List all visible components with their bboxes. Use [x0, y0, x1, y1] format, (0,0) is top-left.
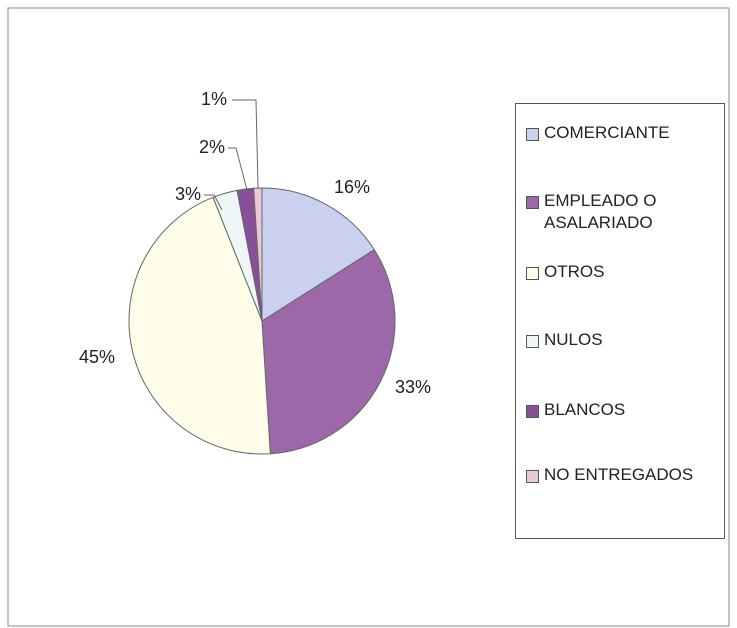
legend-label: EMPLEADO O ASALARIADO [544, 191, 657, 232]
frame [7, 7, 730, 627]
data-label: 3% [175, 184, 201, 204]
leader-line [228, 147, 248, 191]
pie-slice [261, 249, 396, 455]
legend: COMERCIANTE EMPLEADO O ASALARIADO OTROS NUL… [515, 103, 725, 539]
legend-label: NO ENTREGADOS [544, 465, 694, 484]
pie-slice [261, 187, 375, 322]
data-label: 45% [79, 347, 115, 367]
data-label: 1% [201, 89, 227, 109]
pie-slice [128, 196, 271, 455]
legend-swatch [526, 128, 539, 141]
legend-label: COMERCIANTE [544, 123, 670, 142]
legend-item: OTROS [526, 261, 721, 283]
legend-label: NULOS [544, 330, 603, 349]
legend-swatch [526, 335, 539, 348]
data-label: 16% [334, 177, 370, 197]
leader-line [232, 99, 259, 189]
legend-item: NO ENTREGADOS [526, 464, 721, 486]
legend-item: BLANCOS [526, 399, 721, 421]
data-label: 2% [199, 137, 225, 157]
legend-swatch [526, 196, 539, 209]
legend-label: BLANCOS [544, 400, 626, 419]
legend-item: EMPLEADO O ASALARIADO [526, 190, 721, 234]
legend-swatch [526, 267, 539, 280]
legend-swatch [526, 470, 539, 483]
legend-item: NULOS [526, 329, 721, 351]
legend-item: COMERCIANTE [526, 122, 721, 144]
data-label: 33% [395, 377, 431, 397]
legend-swatch [526, 405, 539, 418]
pie-slice [253, 187, 263, 322]
legend-label: OTROS [544, 262, 605, 281]
leader-line [204, 194, 223, 211]
